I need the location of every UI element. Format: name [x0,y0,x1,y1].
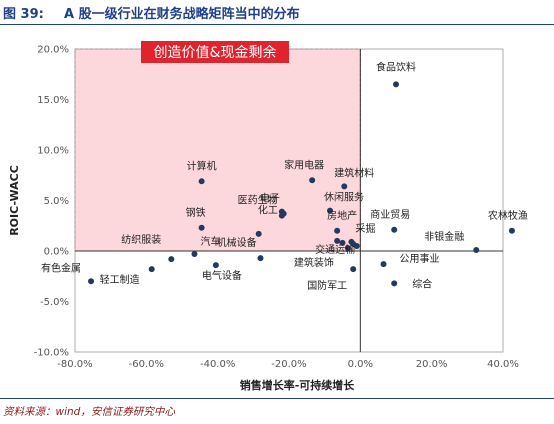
data-points [88,81,515,287]
scatter-point [391,280,398,287]
point-label: 商业贸易 [370,208,410,221]
x-tick-label: -20.0% [271,359,306,370]
x-tick-label: -80.0% [57,359,92,370]
scatter-point [278,212,285,219]
x-tick-label: 0.0% [348,359,373,370]
point-label: 建筑装饰 [294,256,334,269]
y-tick-label: 0.0% [44,247,69,258]
scatter-point [350,266,357,273]
scatter-point [344,244,351,251]
point-label: 建筑材料 [334,166,374,179]
scatter-point [88,278,95,285]
point-label: 电气设备 [202,269,242,282]
scatter-point [334,227,341,234]
quadrant-label: 创造价值&现金剩余 [154,44,277,61]
point-label: 房地产 [327,209,357,222]
point-label: 纺织服装 [121,233,161,246]
x-tick-label: 20.0% [416,359,448,370]
point-label: 化工 [258,204,278,217]
figure-title: A 股一级行业在财务战略矩阵当中的分布 [64,7,300,22]
scatter-chart: -80.0% -60.0% -40.0% -20.0% 0.0% 20.0% 40.0% -1… [8,41,528,392]
y-tick-label: 20.0% [37,45,69,56]
scatter-point [473,246,480,253]
point-label: 机械设备 [217,236,257,249]
tick-labels: -80.0% -60.0% -40.0% -20.0% 0.0% 20.0% 40.0% -1… [34,45,519,371]
point-label: 电子 [260,192,280,205]
point-label: 食品饮料 [376,60,416,73]
point-label: 有色金属 [41,261,81,274]
point-label: 休闲服务 [324,191,364,204]
point-label: 公用事业 [400,252,440,265]
y-tick-label: 10.0% [37,146,69,157]
scatter-point [148,266,155,273]
y-tick-label: -5.0% [40,297,69,308]
scatter-point [391,226,398,233]
x-axis-title: 销售增长率-可持续增长 [240,378,356,392]
scatter-point [350,240,357,247]
figure-title-bar: 图 39: A 股一级行业在财务战略矩阵当中的分布 [0,0,554,25]
point-label: 国防军工 [307,279,347,292]
point-label: 医药生物 [238,194,278,207]
x-tick-label: -40.0% [200,359,235,370]
scatter-point [508,227,515,234]
scatter-point [198,224,205,231]
point-label: 农林牧渔 [488,209,528,222]
point-label: 钢铁 [186,206,206,219]
point-label: 计算机 [187,159,217,172]
scatter-point [341,183,348,190]
scatter-point [198,178,205,185]
source-note: 资料来源：wind，安信证券研究中心 [3,406,175,418]
scatter-point [393,81,399,88]
value-cash-quadrant [74,48,361,252]
point-label: 轻工制造 [100,273,140,286]
point-label: 非银金融 [424,230,464,243]
x-tick-label: -60.0% [129,359,164,370]
scatter-point [334,237,341,244]
scatter-point [212,262,219,269]
scatter-point [380,261,387,268]
y-tick-label: 15.0% [37,95,69,106]
scatter-point [255,230,262,237]
point-label: 采掘 [355,222,375,235]
scatter-point [168,256,175,263]
scatter-point [339,239,346,246]
point-label: 交通运输 [315,243,355,256]
point-label: 汽车 [200,235,220,248]
scatter-point [257,255,264,262]
quadrant-badge [141,41,289,63]
scatter-point [327,207,334,214]
figure-number: 图 39: [3,7,44,22]
point-label: 家用电器 [284,158,324,171]
x-tick-label: 40.0% [487,359,519,370]
y-tick-label: -10.0% [34,348,69,359]
y-axis-title: ROIC-WACC [8,165,21,236]
point-label: 综合 [412,277,432,290]
scatter-point [191,251,198,258]
footer-divider [0,398,554,399]
scatter-point [309,177,316,184]
y-tick-label: 5.0% [44,196,69,207]
